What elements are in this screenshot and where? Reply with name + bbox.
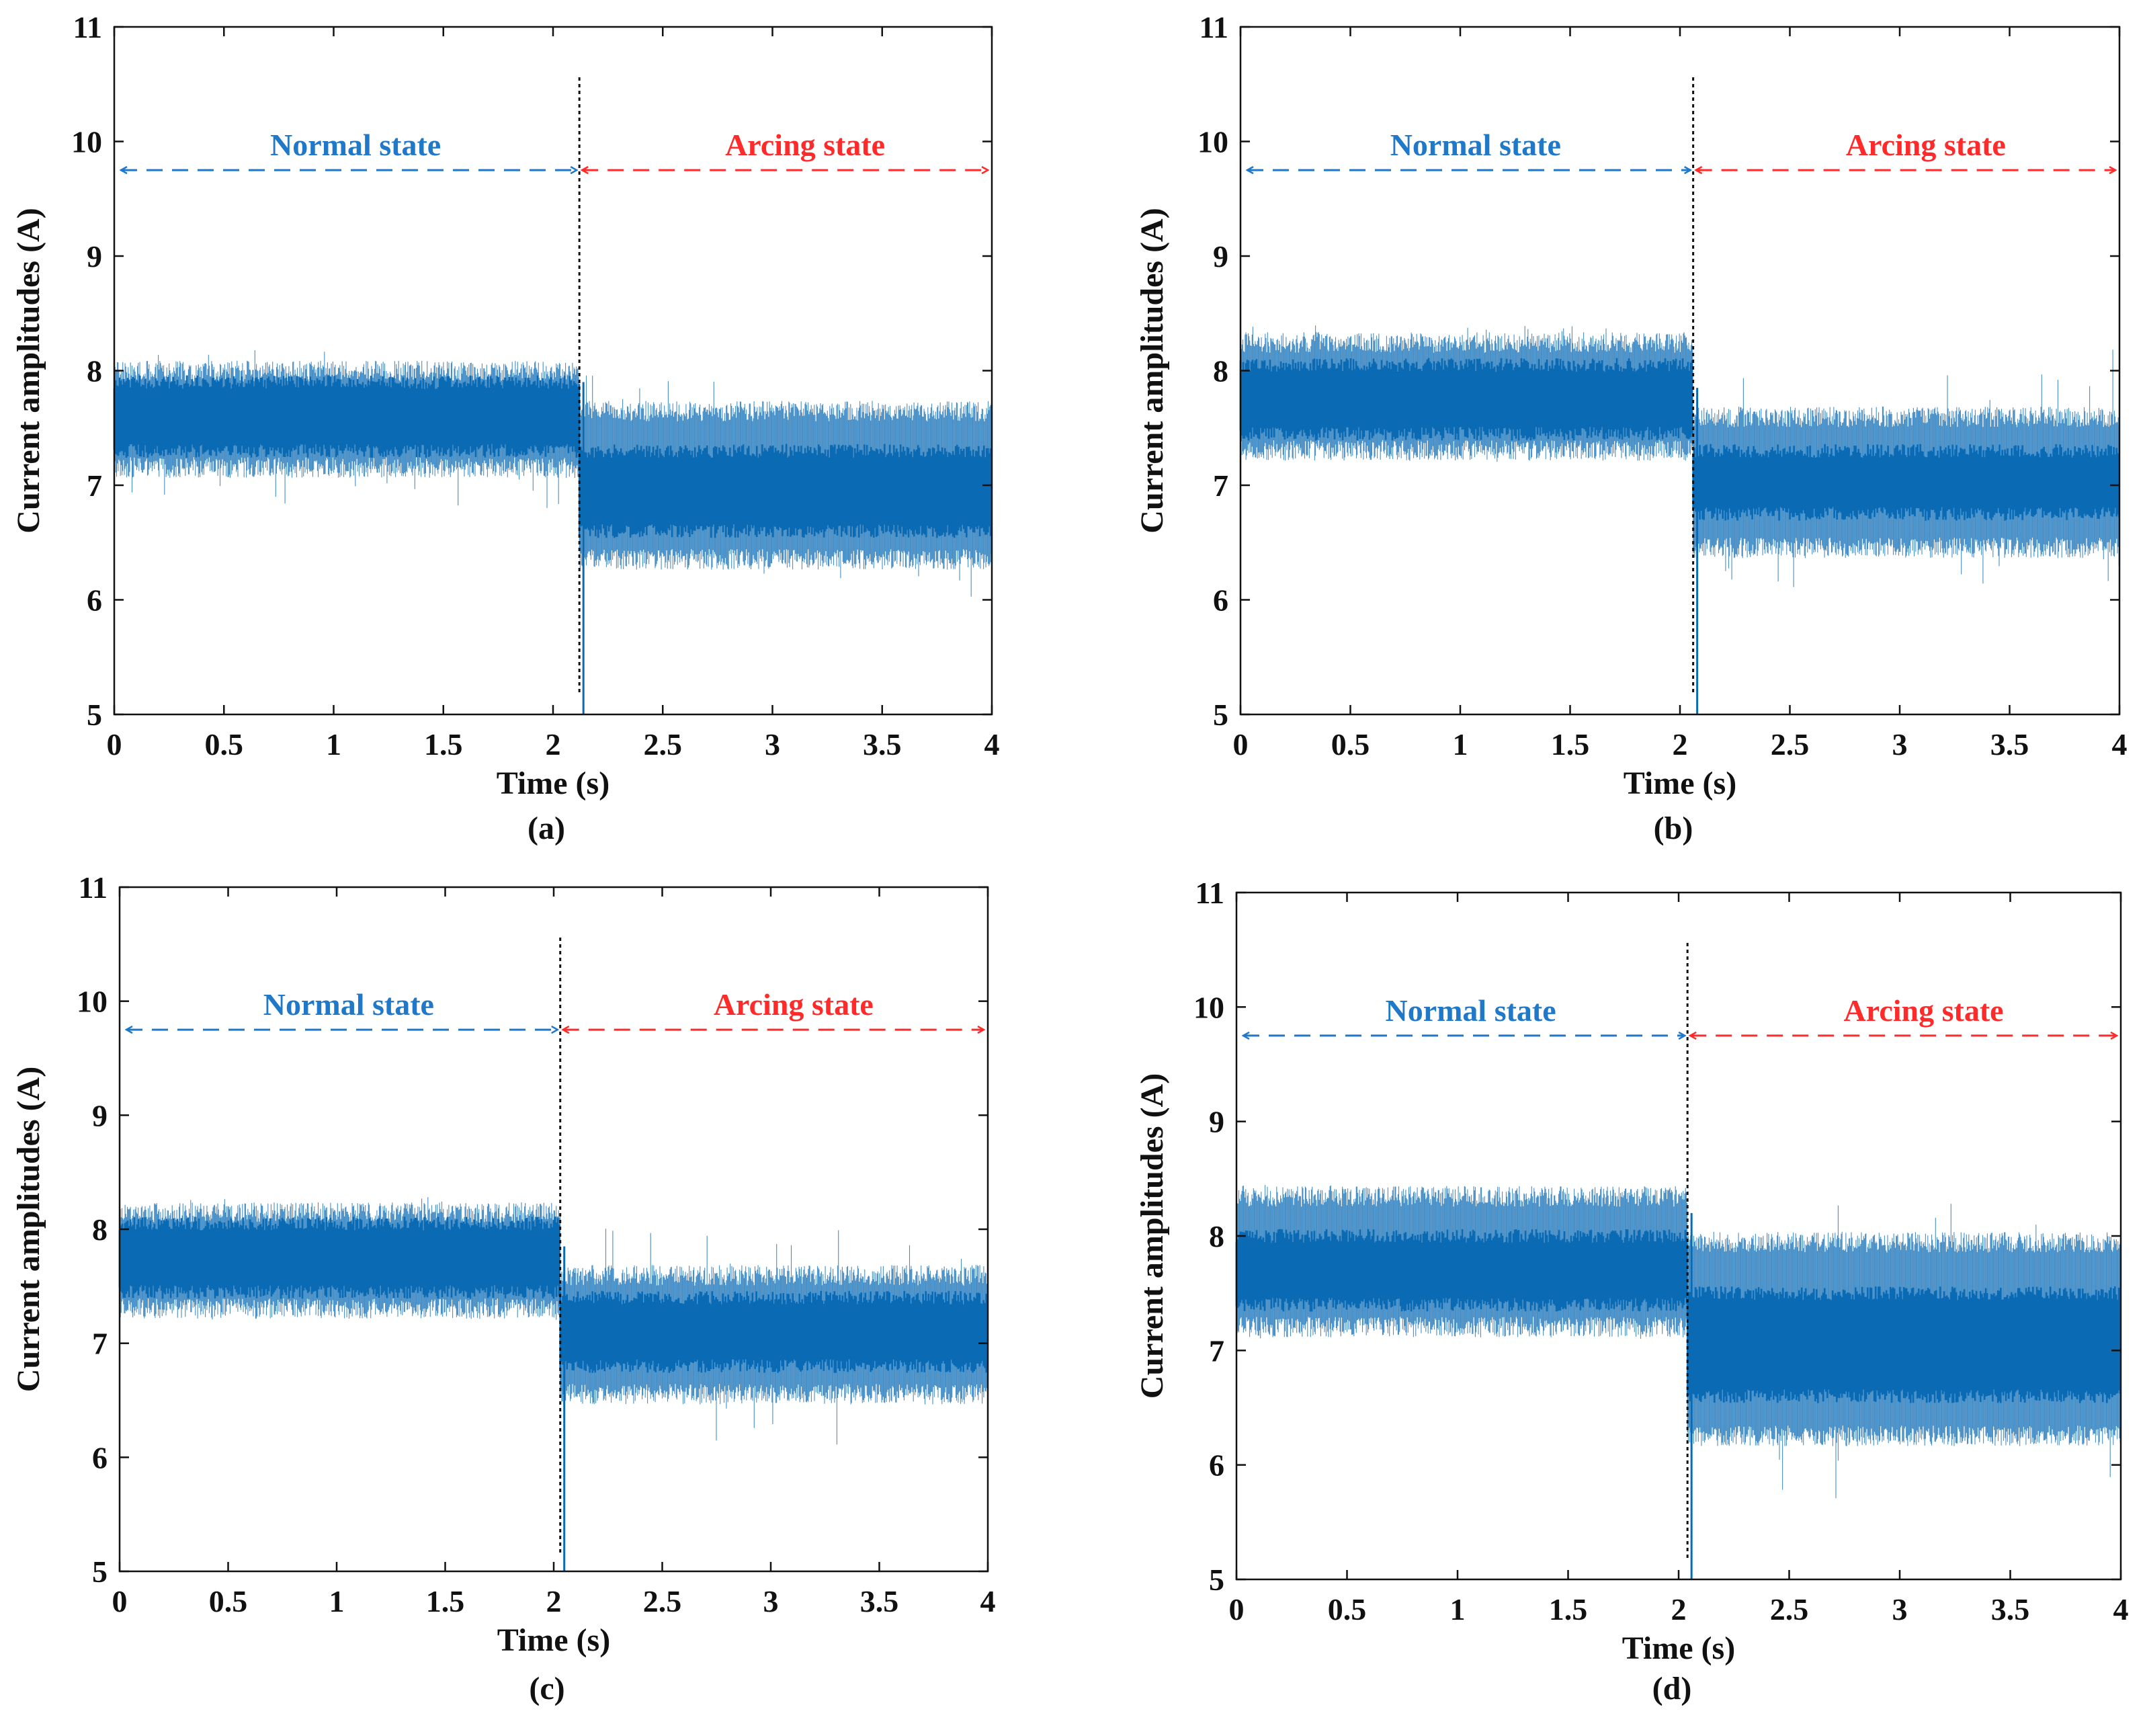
x-tick-label: 0.5	[1328, 1592, 1367, 1626]
normal-state-label: Normal state	[1390, 128, 1561, 162]
normal-state-label: Normal state	[1385, 993, 1556, 1028]
y-tick-label: 7	[87, 468, 102, 503]
y-axis-label: Current amplitudes (A)	[1134, 208, 1170, 533]
y-tick-label: 6	[87, 583, 102, 618]
y-tick-label: 7	[1213, 468, 1228, 503]
x-tick-label: 0	[1233, 727, 1249, 761]
y-axis-label: Current amplitudes (A)	[1134, 1073, 1170, 1399]
y-tick-label: 9	[87, 239, 102, 274]
x-tick-label: 3.5	[1991, 1592, 2030, 1626]
chart-panel-a: Normal state Arcing state 0 0.5 1 1.5 2 2.5 3 3.5…	[11, 10, 1000, 846]
x-tick-label: 0	[107, 727, 122, 761]
y-tick-label: 7	[1209, 1333, 1224, 1368]
chart-panel-b: Normal state Arcing state 0 0.5 1 1.5 2 2.5 3 3.5…	[1134, 10, 2128, 846]
x-axis-label: Time (s)	[497, 1622, 610, 1658]
x-tick-label: 2	[1671, 1592, 1687, 1626]
chart-panel-d: Normal state Arcing state 0 0.5 1 1.5 2 2.5 3 3.5…	[1134, 876, 2129, 1706]
x-tick-label: 2	[546, 727, 561, 761]
y-tick-label: 10	[1193, 990, 1224, 1024]
x-tick-label: 3	[1892, 1592, 1908, 1626]
x-tick-label: 1.5	[426, 1584, 465, 1618]
x-tick-label: 3.5	[860, 1584, 899, 1618]
series-core-normal	[118, 1216, 560, 1299]
y-tick-label: 6	[92, 1440, 108, 1475]
panel-caption: (b)	[1654, 811, 1693, 846]
y-tick-label: 10	[1197, 125, 1228, 159]
arcing-state-label: Arcing state	[1844, 993, 2004, 1028]
y-tick-label: 5	[87, 698, 102, 732]
series-core-normal	[1239, 358, 1693, 441]
x-tick-label: 1	[1453, 727, 1468, 761]
x-tick-label: 2.5	[643, 1584, 682, 1618]
x-tick-label: 2	[546, 1584, 562, 1618]
y-tick-label: 6	[1209, 1448, 1224, 1483]
y-axis-label: Current amplitudes (A)	[11, 208, 46, 533]
y-tick-label: 10	[71, 125, 102, 159]
x-axis-label: Time (s)	[1624, 766, 1736, 801]
x-tick-label: 0	[1229, 1592, 1245, 1626]
x-tick-label: 3.5	[863, 727, 902, 761]
x-tick-label: 1.5	[424, 727, 463, 761]
series-core-arcing	[578, 444, 992, 538]
x-tick-label: 4	[2112, 727, 2128, 761]
x-tick-label: 2.5	[1771, 727, 1810, 761]
y-tick-label: 11	[73, 10, 102, 44]
y-tick-label: 8	[92, 1212, 108, 1247]
x-tick-label: 3.5	[1990, 727, 2029, 761]
y-tick-label: 10	[77, 985, 108, 1019]
x-axis-label: Time (s)	[1622, 1630, 1735, 1666]
x-tick-label: 3	[1892, 727, 1908, 761]
arcing-state-label: Arcing state	[1846, 128, 2006, 162]
y-tick-label: 8	[1209, 1219, 1224, 1253]
y-tick-label: 11	[1195, 876, 1224, 910]
y-tick-label: 5	[92, 1555, 108, 1589]
y-tick-label: 9	[92, 1098, 108, 1132]
y-axis-label: Current amplitudes (A)	[11, 1067, 46, 1392]
x-tick-label: 0.5	[209, 1584, 248, 1618]
y-tick-label: 9	[1209, 1105, 1224, 1139]
x-tick-label: 1	[1450, 1592, 1466, 1626]
y-tick-label: 11	[79, 870, 108, 905]
y-tick-label: 8	[87, 354, 102, 388]
arcing-state-label: Arcing state	[725, 128, 885, 162]
x-tick-label: 2	[1673, 727, 1688, 761]
panel-caption: (c)	[529, 1671, 564, 1706]
series-core-arcing	[1692, 444, 2120, 521]
y-tick-label: 11	[1200, 10, 1228, 44]
x-tick-label: 0.5	[1331, 727, 1370, 761]
x-tick-label: 2.5	[1770, 1592, 1809, 1626]
y-tick-label: 5	[1213, 698, 1228, 732]
x-tick-label: 4	[980, 1584, 996, 1618]
x-tick-label: 0.5	[205, 727, 244, 761]
normal-state-label: Normal state	[270, 128, 441, 162]
panel-caption: (a)	[528, 811, 565, 846]
y-tick-label: 8	[1213, 354, 1228, 388]
y-tick-label: 9	[1213, 239, 1228, 274]
x-tick-label: 1.5	[1551, 727, 1590, 761]
y-tick-label: 7	[92, 1327, 108, 1361]
x-tick-label: 1.5	[1549, 1592, 1588, 1626]
x-tick-label: 1	[329, 1584, 345, 1618]
panel-caption: (d)	[1652, 1671, 1692, 1706]
x-tick-label: 4	[984, 727, 1000, 761]
x-tick-label: 3	[763, 1584, 779, 1618]
normal-state-label: Normal state	[263, 987, 434, 1022]
series-core-arcing	[1686, 1286, 2121, 1403]
chart-panel-c: Normal state Arcing state 0 0.5 1 1.5 2 2.5 3 3.5…	[11, 870, 996, 1706]
x-tick-label: 4	[2113, 1592, 2129, 1626]
x-tick-label: 0	[112, 1584, 128, 1618]
y-tick-label: 5	[1209, 1563, 1224, 1597]
x-tick-label: 1	[326, 727, 341, 761]
y-tick-label: 6	[1213, 583, 1228, 618]
x-tick-label: 3	[765, 727, 780, 761]
x-axis-label: Time (s)	[497, 766, 609, 801]
arcing-state-label: Arcing state	[714, 987, 874, 1022]
x-tick-label: 2.5	[644, 727, 683, 761]
